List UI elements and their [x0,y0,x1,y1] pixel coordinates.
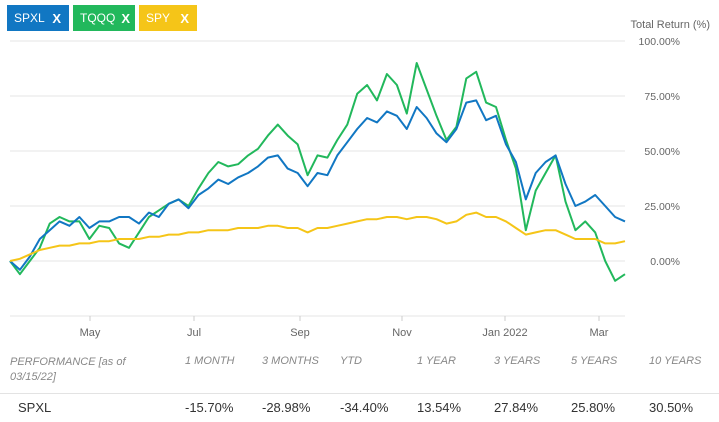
col-3-months: 3 MONTHS [262,355,319,367]
ticker-chip-label: SPXL [14,11,45,25]
col-3-years: 3 YEARS [494,355,541,367]
value-1-year: 13.54% [417,400,462,415]
series-line-spy [9,211,626,262]
value-1-month: -15.70% [185,400,234,415]
col-1-year: 1 YEAR [417,355,456,367]
total-return-chart: Total Return (%) 100.00% 75.00% 50.00% 25.0… [9,19,710,339]
x-tick-label: Jan 2022 [482,327,527,339]
series-line-tqqq [9,62,626,282]
y-tick-label: 50.00% [644,146,680,158]
x-tick-label: Sep [290,327,310,339]
row-ticker: SPXL [18,400,52,415]
x-tick-label: Nov [392,327,412,339]
performance-title: PERFORMANCE [as of 03/15/22] [10,356,126,383]
ticker-chip-tqqq[interactable]: TQQQ X [73,5,135,31]
performance-header: PERFORMANCE [as of 03/15/22] 1 MONTH 3 M… [0,355,719,389]
table-row: SPXL -15.70% -28.98% -34.40% 13.54% 27.8… [0,393,719,422]
x-tick-label: Jul [187,327,201,339]
value-3-months: -28.98% [262,400,311,415]
ticker-chip-spy[interactable]: SPY X [139,5,197,31]
y-axis-label: Total Return (%) [631,19,710,31]
ticker-chip-label: TQQQ [80,11,116,25]
x-tick-label: Mar [590,327,609,339]
y-tick-label: 0.00% [650,256,680,268]
remove-spxl-icon[interactable]: X [52,10,61,26]
value-ytd: -34.40% [340,400,389,415]
series-line-spxl [9,99,626,271]
col-5-years: 5 YEARS [571,355,618,367]
ticker-chip-label: SPY [146,11,171,25]
y-tick-label: 100.00% [639,36,680,48]
value-3-years: 27.84% [494,400,539,415]
remove-spy-icon[interactable]: X [180,10,189,26]
ticker-chip-bar: SPXL X TQQQ X SPY X [7,5,197,31]
y-tick-label: 25.00% [644,201,680,213]
ticker-chip-spxl[interactable]: SPXL X [7,5,69,31]
value-5-years: 25.80% [571,400,616,415]
remove-tqqq-icon[interactable]: X [121,10,131,26]
col-1-month: 1 MONTH [185,355,235,367]
col-ytd: YTD [340,355,362,367]
x-tick-label: May [80,327,101,339]
value-10-years: 30.50% [649,400,694,415]
col-10-years: 10 YEARS [649,355,702,367]
y-tick-label: 75.00% [644,91,680,103]
